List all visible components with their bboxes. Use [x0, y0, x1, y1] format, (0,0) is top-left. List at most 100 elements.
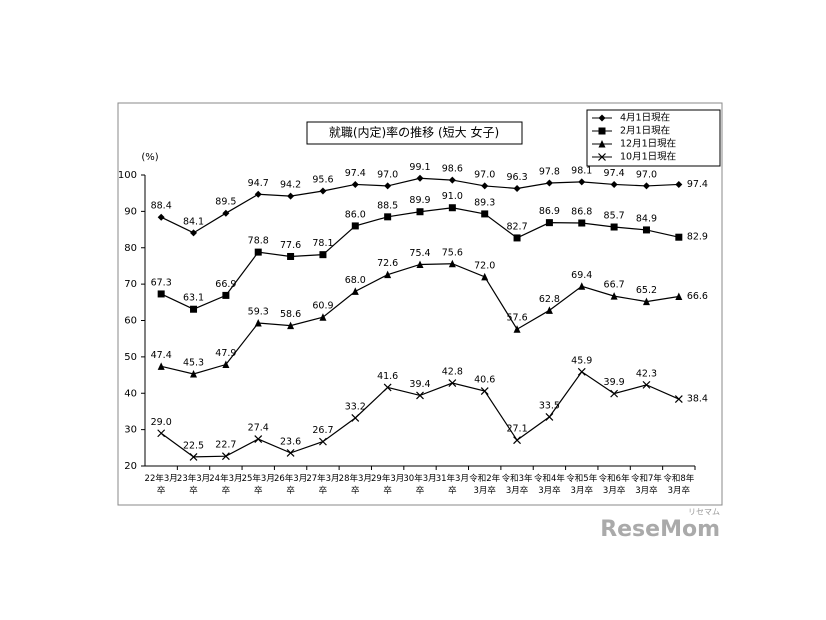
marker: [545, 306, 553, 314]
marker: [190, 229, 198, 237]
value-label: 82.7: [506, 221, 527, 232]
marker: [287, 252, 295, 260]
x-tick-label-line: 3月卒: [635, 485, 658, 496]
x-tick-label-line: 3月卒: [473, 485, 496, 496]
x-tick-label-line: 卒: [416, 485, 425, 496]
marker: [416, 260, 424, 268]
x-tick-label-line: 令和2年: [469, 473, 500, 484]
value-label: 33.2: [345, 401, 366, 412]
value-label: 42.3: [636, 368, 657, 379]
x-tick-label: 27年3月卒: [306, 473, 339, 496]
chart-title: 就職(内定)率の推移 (短大 女子): [329, 125, 499, 140]
value-label: 88.5: [377, 200, 398, 211]
x-tick-label-line: 令和4年: [534, 473, 565, 484]
marker: [384, 213, 392, 221]
marker: [384, 182, 392, 190]
value-label: 86.0: [345, 209, 366, 220]
x-tick-label: 25年3月卒: [242, 473, 275, 496]
title-box: [306, 121, 523, 145]
x-tick-label: 26年3月卒: [274, 473, 307, 496]
value-label: 85.7: [604, 211, 625, 222]
marker: [319, 187, 327, 195]
y-tick-label: 90: [124, 206, 137, 217]
marker: [287, 192, 295, 200]
marker: [416, 174, 424, 182]
value-label: 22.7: [215, 440, 236, 451]
value-label: 23.6: [280, 436, 301, 447]
value-label: 98.6: [442, 164, 463, 175]
marker: [157, 213, 165, 221]
marker: [675, 233, 683, 241]
y-tick-label: 30: [124, 425, 137, 436]
marker: [675, 180, 683, 188]
marker: [577, 367, 586, 376]
x-tick-label-line: 30年3月: [403, 473, 436, 484]
value-label: 27.1: [506, 424, 527, 435]
marker: [448, 259, 456, 268]
value-label: 97.0: [636, 169, 657, 180]
value-label: 57.6: [506, 313, 527, 324]
y-tick-label: 40: [124, 388, 137, 399]
value-label: 97.4: [687, 179, 708, 190]
marker: [513, 184, 521, 192]
x-tick-label: 28年3月卒: [339, 473, 372, 496]
value-label: 62.8: [539, 294, 560, 305]
marker: [287, 321, 295, 330]
marker: [578, 178, 586, 186]
marker: [319, 437, 327, 446]
x-tick-label: 令和4年 3月卒: [534, 473, 565, 496]
marker: [351, 180, 359, 188]
marker: [254, 190, 262, 198]
value-label: 63.1: [183, 293, 204, 304]
value-label: 47.9: [215, 348, 236, 359]
value-label: 75.6: [442, 247, 463, 258]
value-label: 97.4: [604, 168, 625, 179]
value-label: 66.6: [687, 291, 708, 302]
x-tick-label-line: 卒: [254, 485, 263, 496]
watermark: ReseMom: [600, 517, 720, 542]
marker: [545, 179, 553, 187]
value-label: 89.9: [409, 195, 430, 206]
y-tick-label: 80: [124, 243, 137, 254]
value-label: 39.4: [409, 379, 430, 390]
value-label: 82.9: [687, 232, 708, 243]
x-tick-label-line: 令和7年: [631, 473, 662, 484]
x-tick-label-line: 3月卒: [571, 485, 594, 496]
marker: [674, 395, 683, 403]
y-tick-label: 100: [118, 170, 137, 181]
marker: [481, 272, 489, 281]
marker: [578, 219, 586, 227]
value-label: 78.1: [312, 238, 333, 249]
value-label: 86.8: [571, 207, 592, 218]
value-label: 94.2: [280, 180, 301, 191]
marker: [319, 251, 327, 259]
x-tick-label-line: 27年3月: [306, 473, 339, 484]
marker: [545, 219, 553, 227]
marker: [157, 362, 165, 370]
marker: [351, 414, 360, 422]
x-tick-label: 令和6年 3月卒: [599, 473, 630, 496]
value-label: 45.3: [183, 357, 204, 368]
value-label: 77.6: [280, 240, 301, 251]
value-label: 86.9: [539, 206, 560, 217]
legend-label: 10月1日現在: [620, 151, 676, 163]
x-tick-label-line: 23年3月: [177, 473, 210, 484]
value-label: 78.8: [248, 236, 269, 247]
value-label: 33.5: [539, 400, 560, 411]
x-tick-label-line: 3月卒: [668, 485, 691, 496]
marker: [642, 182, 650, 190]
marker: [222, 291, 230, 299]
value-label: 88.4: [151, 201, 172, 212]
value-label: 38.4: [687, 394, 708, 405]
y-tick-label: 50: [124, 352, 137, 363]
value-label: 72.6: [377, 258, 398, 269]
marker: [221, 452, 230, 461]
marker: [610, 180, 618, 188]
value-label: 40.6: [474, 375, 495, 386]
x-tick-label: 23年3月卒: [177, 473, 210, 496]
x-tick-label: 令和8年 3月卒: [663, 473, 694, 496]
x-tick-label-line: 25年3月: [242, 473, 275, 484]
x-tick-label-line: 卒: [222, 485, 231, 496]
marker: [222, 209, 230, 217]
